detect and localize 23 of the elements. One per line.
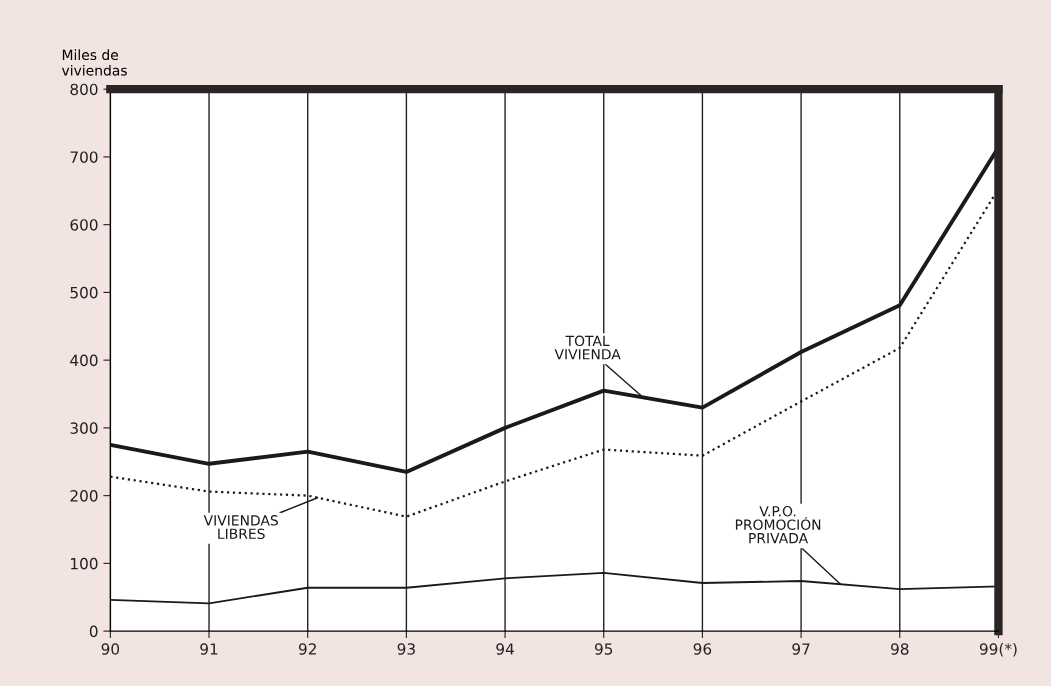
y-tick-label: 500 (70, 286, 98, 299)
y-tick-label: 300 (70, 422, 98, 434)
y-axis-title: Miles de viviendas (61, 49, 127, 76)
x-tick-label: 93 (397, 643, 415, 655)
x-tick-label: 99(*) (979, 642, 1017, 657)
y-tick-label: 700 (70, 151, 98, 163)
series-label: VIVIENDAS LIBRES (203, 515, 278, 540)
x-tick-label: 94 (496, 643, 514, 655)
x-tick-label: 98 (891, 643, 909, 655)
y-tick-label: 200 (70, 490, 98, 502)
y-tick-label: 800 (70, 83, 98, 96)
x-tick-label: 95 (594, 643, 613, 655)
y-tick-label: 400 (70, 354, 98, 367)
y-tick-label: 0 (89, 625, 98, 638)
x-tick-label: 92 (298, 643, 316, 655)
x-tick-label: 96 (693, 643, 712, 655)
y-tick-label: 600 (70, 219, 98, 231)
y-tick-label: 100 (71, 557, 98, 570)
x-tick-label: 90 (101, 643, 120, 655)
text: V.P.O. PROMOCIÓN PRIVADA (735, 505, 821, 544)
x-tick-label: 91 (200, 643, 218, 655)
text: TOTAL VIVIENDA (554, 335, 621, 360)
x-tick-label: 97 (792, 643, 810, 655)
